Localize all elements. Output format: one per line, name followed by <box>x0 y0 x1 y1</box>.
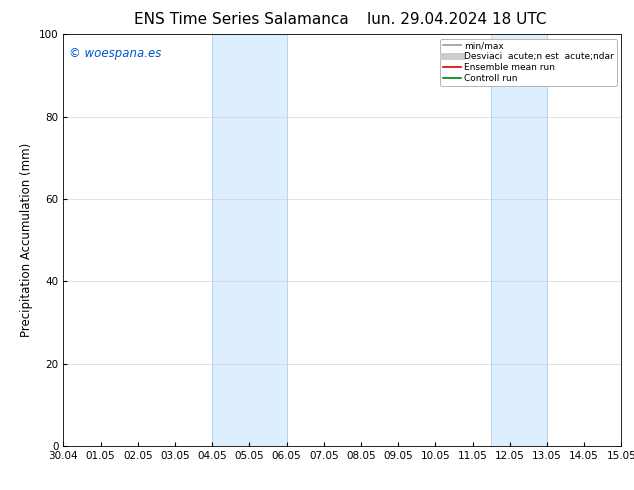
Text: ENS Time Series Salamanca: ENS Time Series Salamanca <box>134 12 348 27</box>
Bar <box>212 34 287 446</box>
Legend: min/max, Desviaci  acute;n est  acute;ndar, Ensemble mean run, Controll run: min/max, Desviaci acute;n est acute;ndar… <box>440 39 617 86</box>
Bar <box>491 34 547 446</box>
Y-axis label: Precipitation Accumulation (mm): Precipitation Accumulation (mm) <box>20 143 34 337</box>
Text: lun. 29.04.2024 18 UTC: lun. 29.04.2024 18 UTC <box>366 12 547 27</box>
Text: © woespana.es: © woespana.es <box>69 47 162 60</box>
